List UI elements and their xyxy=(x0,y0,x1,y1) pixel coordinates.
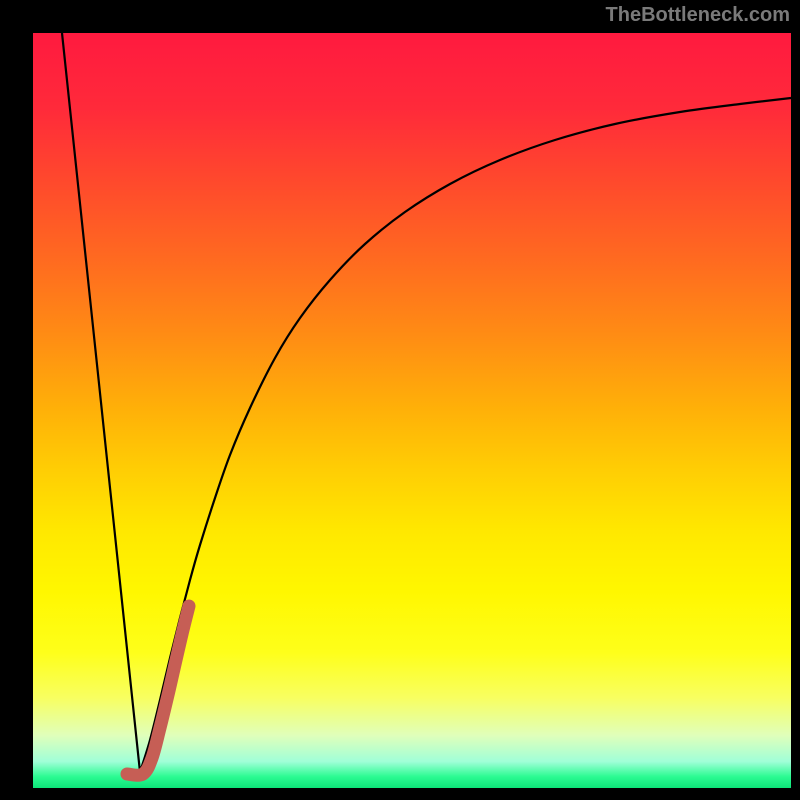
chart-svg xyxy=(0,0,800,800)
watermark-text: TheBottleneck.com xyxy=(606,4,790,27)
plot-background xyxy=(33,33,791,788)
chart-container: TheBottleneck.com xyxy=(0,0,800,800)
